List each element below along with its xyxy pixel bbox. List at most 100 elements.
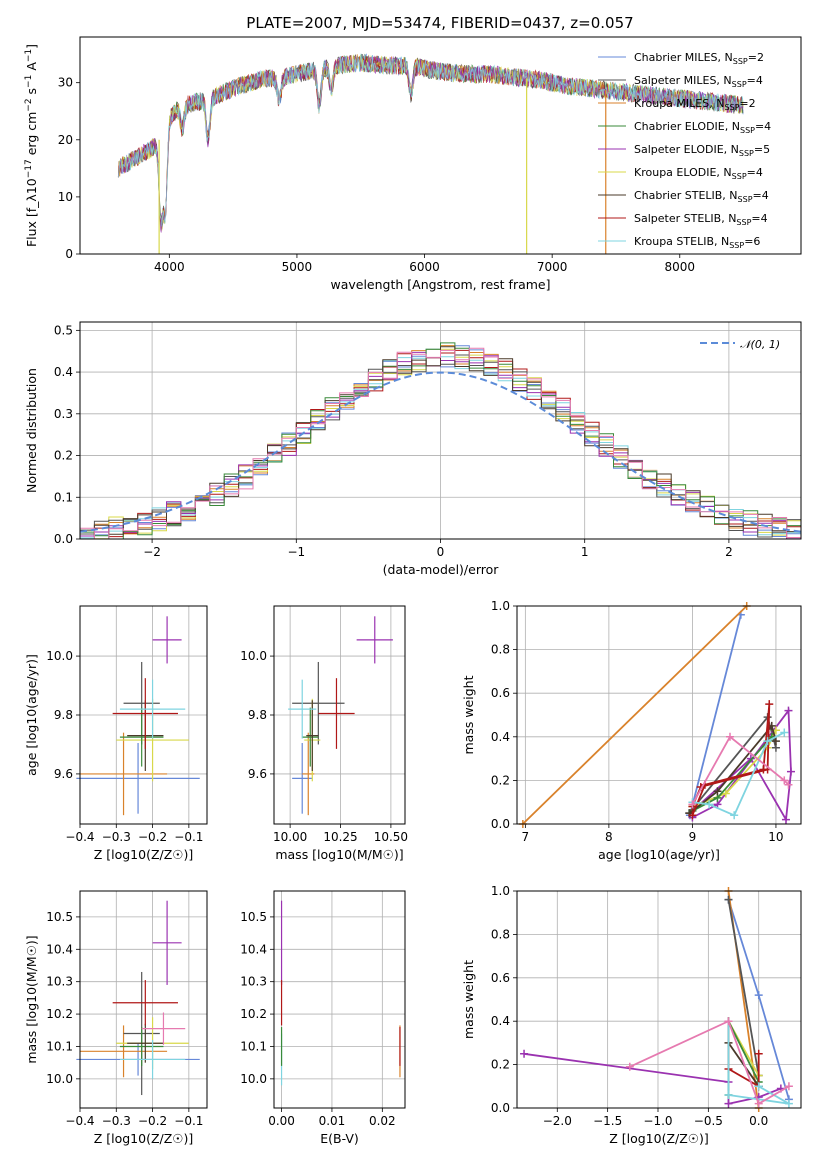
x-tick-label: −1.5 — [593, 1114, 622, 1128]
y-tick-label: 0.0 — [491, 1101, 510, 1115]
x-tick-label: 1 — [581, 545, 589, 559]
data-point — [112, 678, 178, 749]
y-axis-label: Flux [f_λ10−17 erg cm−2 s−1 A−1] — [24, 44, 39, 247]
data-point — [119, 1027, 164, 1066]
weight-marker — [724, 1017, 733, 1026]
y-tick-label: 0 — [65, 247, 73, 261]
y-tick-label: 10.1 — [240, 1039, 267, 1053]
x-tick-label: 10 — [768, 830, 783, 844]
x-tick-label: −1 — [287, 545, 305, 559]
x-tick-label: 8 — [605, 830, 613, 844]
data-point — [292, 661, 345, 745]
x-axis-label: E(B-V) — [320, 1131, 359, 1146]
y-tick-label: 10.0 — [46, 1072, 73, 1086]
y-tick-label: 0.2 — [491, 773, 510, 787]
weight-marker — [771, 737, 780, 746]
weight-line — [689, 614, 742, 816]
y-axis-label: mass [log10(M/M☉)] — [24, 935, 39, 1063]
y-tick-label: 10.2 — [46, 1007, 73, 1021]
weight-line — [522, 606, 748, 824]
axes-frame — [516, 890, 802, 1109]
x-tick-label: −2 — [143, 545, 161, 559]
spectrum-line — [117, 53, 744, 227]
axes-frame — [273, 890, 406, 1109]
y-tick-label: 10.0 — [240, 1072, 267, 1086]
histogram-step — [80, 347, 801, 540]
legend-label: Kroupa MILES, NSSP=2 — [634, 97, 756, 112]
x-tick-label: 6000 — [409, 260, 440, 274]
mass_vs_Z-axes: −0.4 −0.3 −0.2 −0.1 10.0 10.1 10.2 10.3 10.4 10.5… — [24, 891, 207, 1146]
spectrum-axes: 4000 5000 6000 7000 8000 0 10 20 30 wavelength [A… — [24, 44, 695, 292]
legend-label: Salpeter STELIB, NSSP=4 — [634, 212, 768, 227]
y-tick-label: 10.3 — [240, 975, 267, 989]
y-tick-label: 0.6 — [491, 971, 510, 985]
y-tick-label: 0.2 — [54, 449, 73, 463]
y-tick-label: 9.8 — [54, 708, 73, 722]
x-tick-label: 0.0 — [749, 1114, 768, 1128]
weight-marker — [754, 1099, 763, 1108]
x-tick-label: −0.1 — [174, 1114, 203, 1128]
massweight_vs_Z-axes: −2.0 −1.5 −1.0 −0.5 0.0 0.0 0.2 0.4 0.6 0.8 1.0 Z [… — [461, 884, 801, 1146]
axes-frame — [273, 605, 406, 825]
x-tick-label: 4000 — [154, 260, 185, 274]
y-tick-label: 10.4 — [240, 942, 267, 956]
y-tick-label: 30 — [58, 76, 73, 90]
weight-marker — [705, 800, 714, 809]
weight-marker — [754, 1082, 763, 1091]
data-point — [119, 679, 186, 739]
y-tick-label: 9.8 — [248, 708, 267, 722]
weight-marker — [724, 1090, 733, 1099]
weight-marker — [688, 811, 697, 820]
data-point — [112, 980, 178, 1026]
massweight_vs_age-axes: 7 8 9 10 0.0 0.2 0.4 0.6 0.8 1.0 age [log10(age/yr… — [461, 599, 801, 862]
weight-marker — [784, 1099, 793, 1108]
x-tick-label: −0.2 — [138, 830, 167, 844]
y-axis-label: age [log10(age/yr)] — [24, 654, 39, 776]
weight-marker — [713, 787, 722, 796]
x-axis-label: Z [log10(Z/Z☉)] — [94, 847, 194, 862]
y-tick-label: 0.3 — [54, 407, 73, 421]
data-point — [306, 700, 319, 771]
data-point — [119, 1039, 186, 1079]
weight-marker — [780, 728, 789, 737]
y-tick-label: 0.8 — [491, 643, 510, 657]
x-axis-label: wavelength [Angstrom, rest frame] — [330, 277, 550, 292]
weight-marker — [754, 1049, 763, 1058]
y-tick-label: 10.4 — [46, 942, 73, 956]
weight-marker — [730, 811, 739, 820]
x-tick-label: −0.4 — [65, 830, 94, 844]
mass_vs_EBV-axes: 0.00 0.01 0.02 10.0 10.1 10.2 10.3 10.4 10.5 E(B-… — [240, 891, 405, 1146]
weight-line — [691, 735, 790, 805]
data-point — [318, 678, 355, 749]
axes-frame — [79, 36, 802, 255]
weight-line — [629, 1019, 790, 1106]
weight-marker — [765, 700, 774, 709]
data-point — [288, 679, 317, 739]
legend-label: Salpeter MILES, NSSP=4 — [634, 74, 763, 89]
axes-frame — [79, 321, 802, 540]
weight-marker — [781, 815, 790, 824]
x-tick-label: −0.4 — [65, 1114, 94, 1128]
y-tick-label: 9.6 — [54, 767, 73, 781]
y-tick-label: 1.0 — [491, 599, 510, 613]
data-point — [152, 900, 182, 985]
x-tick-label: 0 — [437, 545, 445, 559]
data-point — [302, 707, 319, 767]
weight-marker — [726, 732, 734, 741]
y-tick-label: 10.5 — [46, 910, 73, 924]
y-tick-label: 0.2 — [491, 1058, 510, 1072]
weight-marker — [784, 780, 793, 789]
y-tick-label: 10 — [58, 190, 73, 204]
y-tick-label: 10.3 — [46, 975, 73, 989]
data-point — [119, 707, 164, 767]
x-tick-label: 0.01 — [319, 1114, 346, 1128]
data-point — [152, 616, 182, 664]
weight-marker — [786, 767, 795, 776]
spectrum-line — [117, 53, 744, 231]
x-tick-label: 0.02 — [369, 1114, 396, 1128]
x-tick-label: −0.5 — [694, 1114, 723, 1128]
legend-label: Kroupa ELODIE, NSSP=4 — [634, 166, 763, 181]
x-tick-label: 8000 — [664, 260, 695, 274]
x-tick-label: 0.00 — [268, 1114, 295, 1128]
